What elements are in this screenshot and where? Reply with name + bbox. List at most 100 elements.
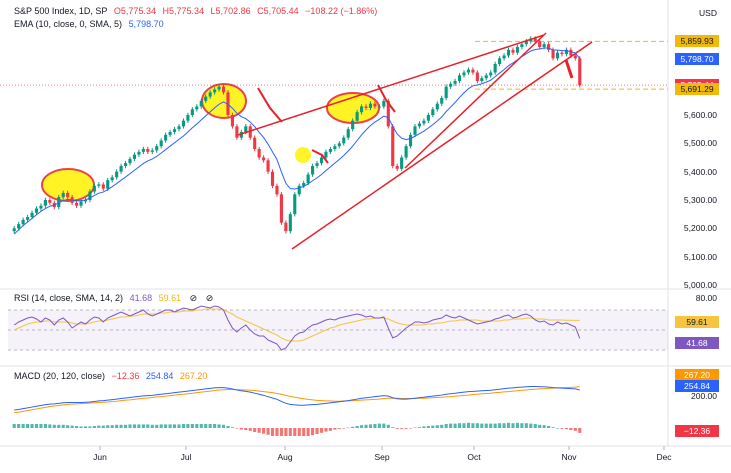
macd-histogram-bar bbox=[190, 424, 194, 428]
candle-body bbox=[395, 166, 399, 169]
ema-label[interactable]: EMA (10, close, 0, SMA, 5) bbox=[14, 19, 123, 29]
macd-histogram-bar bbox=[26, 424, 30, 428]
candle-body bbox=[244, 126, 248, 132]
candle-body bbox=[17, 224, 21, 229]
macd-histogram-bar bbox=[315, 428, 319, 434]
rsi-label[interactable]: RSI (14, close, SMA, 14, 2) bbox=[14, 293, 124, 303]
currency-label[interactable]: USD bbox=[699, 8, 717, 18]
macd-histogram-bar bbox=[248, 428, 252, 431]
annotation-arrow bbox=[311, 149, 329, 164]
annotation-arrow bbox=[257, 87, 283, 123]
annotation-arrow bbox=[377, 84, 396, 113]
macd-histogram-bar bbox=[70, 425, 74, 428]
macd-histogram-bar bbox=[533, 424, 537, 428]
candle-body bbox=[119, 166, 123, 172]
macd-histogram-bar bbox=[417, 427, 422, 428]
macd-histogram-bar bbox=[88, 426, 92, 428]
candle-body bbox=[360, 106, 364, 113]
symbol-label[interactable]: S&P 500 Index, 1D, SP bbox=[14, 6, 108, 16]
macd-histogram-bar bbox=[132, 424, 137, 428]
macd-histogram-bar bbox=[159, 424, 163, 428]
candle-body bbox=[471, 69, 475, 73]
macd-histogram-bar bbox=[373, 424, 377, 428]
candle-body bbox=[61, 192, 65, 198]
eye-off-icon[interactable]: ⊘ bbox=[189, 293, 198, 303]
candle-body bbox=[195, 106, 199, 110]
change-value: −108.22 (−1.86%) bbox=[305, 6, 378, 16]
macd-histogram-bar bbox=[404, 428, 408, 429]
candle-body bbox=[515, 47, 519, 53]
settings-icon[interactable]: ⊘ bbox=[205, 293, 214, 303]
candle-body bbox=[97, 184, 101, 186]
macd-signal-tag: 267.20 bbox=[675, 369, 719, 381]
candle-body bbox=[573, 55, 577, 59]
macd-histogram-bar bbox=[217, 424, 221, 428]
candle-body bbox=[172, 129, 177, 132]
candle-body bbox=[551, 49, 555, 59]
candle-body bbox=[489, 72, 493, 76]
macd-histogram-bar bbox=[199, 424, 203, 428]
candle-body bbox=[208, 92, 212, 97]
macd-histogram-bar bbox=[213, 424, 217, 428]
price-tick-label: 5,100.00 bbox=[683, 251, 717, 262]
macd-histogram-bar bbox=[52, 424, 56, 428]
rsi-sma-tag: 59.61 bbox=[675, 316, 719, 328]
macd-histogram-bar bbox=[306, 428, 310, 436]
macd-histogram-bar bbox=[146, 424, 150, 428]
macd-histogram-bar bbox=[511, 423, 515, 428]
price-tick-label: 5,300.00 bbox=[683, 195, 717, 205]
macd-histogram-bar bbox=[324, 428, 328, 432]
candle-body bbox=[141, 149, 145, 152]
candle-body bbox=[324, 151, 328, 158]
macd-histogram-bar bbox=[43, 424, 47, 428]
macd-signal-value: 267.20 bbox=[179, 371, 208, 381]
macd-histogram-bar bbox=[262, 428, 266, 434]
candle-body bbox=[164, 134, 168, 141]
macd-histogram-bar bbox=[382, 423, 386, 428]
candle-body bbox=[578, 58, 582, 86]
candle-body bbox=[560, 52, 564, 55]
candle-body bbox=[547, 44, 551, 50]
macd-signal-line bbox=[14, 386, 580, 414]
candle-body bbox=[101, 184, 105, 189]
macd-histogram-bar bbox=[302, 428, 306, 436]
macd-histogram-bar bbox=[489, 423, 493, 428]
candle-body bbox=[440, 98, 444, 104]
ema-value: 5,798.70 bbox=[128, 19, 164, 29]
candle-body bbox=[155, 146, 159, 151]
trend-line-resistance bbox=[237, 34, 545, 136]
highlight-dot bbox=[295, 147, 311, 163]
macd-histogram-bar bbox=[493, 423, 497, 428]
candle-body bbox=[132, 154, 137, 159]
candle-body bbox=[315, 163, 319, 166]
macd-histogram-bar bbox=[484, 423, 488, 428]
low-value: L5,702.86 bbox=[210, 6, 251, 16]
rsi-sma-line bbox=[14, 308, 580, 342]
candle-body bbox=[12, 228, 16, 232]
candle-body bbox=[204, 96, 208, 101]
macd-hist-tag: −12.36 bbox=[675, 425, 719, 437]
macd-histogram-bar bbox=[453, 423, 457, 428]
candle-body bbox=[21, 219, 25, 225]
candle-body bbox=[328, 149, 332, 152]
macd-histogram-bar bbox=[97, 425, 101, 428]
candle-body bbox=[404, 146, 408, 158]
macd-histogram-bar bbox=[230, 427, 234, 428]
candle-body bbox=[480, 78, 484, 81]
candle-body bbox=[48, 200, 52, 203]
macd-histogram-bar bbox=[435, 425, 439, 428]
macd-histogram-bar bbox=[186, 424, 190, 428]
candle-body bbox=[453, 81, 457, 84]
price-tick-label: 5,200.00 bbox=[683, 223, 717, 234]
macd-histogram-bar bbox=[426, 426, 430, 428]
candle-body bbox=[351, 120, 355, 130]
candle-body bbox=[493, 64, 497, 73]
macd-histogram-bar bbox=[400, 428, 404, 429]
macd-histogram-bar bbox=[555, 428, 560, 429]
macd-label[interactable]: MACD (20, 120, close) bbox=[14, 371, 106, 381]
price-tick-label: 5,500.00 bbox=[683, 138, 717, 149]
candle-body bbox=[262, 157, 266, 161]
macd-histogram-bar bbox=[266, 428, 270, 435]
candle-body bbox=[106, 180, 110, 189]
